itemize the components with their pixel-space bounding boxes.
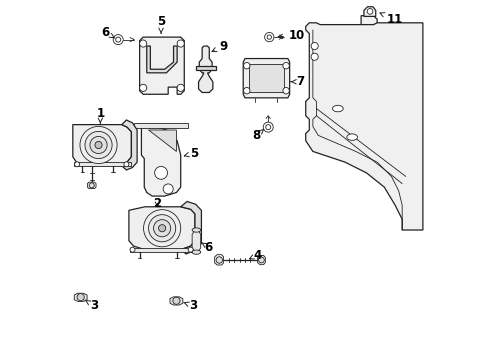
Polygon shape	[364, 7, 376, 17]
Polygon shape	[147, 46, 177, 73]
Circle shape	[244, 63, 250, 69]
Circle shape	[89, 183, 94, 188]
Circle shape	[311, 42, 318, 50]
Polygon shape	[148, 130, 176, 152]
Circle shape	[177, 84, 184, 91]
Circle shape	[216, 257, 222, 263]
Circle shape	[148, 215, 176, 242]
Polygon shape	[248, 64, 284, 93]
Ellipse shape	[192, 250, 201, 254]
Text: 5: 5	[157, 14, 165, 33]
Circle shape	[265, 32, 274, 42]
Text: 7: 7	[291, 75, 304, 88]
Circle shape	[283, 87, 289, 94]
Text: 2: 2	[153, 197, 162, 210]
Circle shape	[159, 225, 166, 232]
Polygon shape	[88, 182, 96, 189]
Polygon shape	[196, 66, 216, 70]
Polygon shape	[192, 230, 201, 252]
Text: 9: 9	[212, 40, 228, 53]
Circle shape	[188, 247, 193, 252]
Text: 10: 10	[278, 29, 305, 42]
Polygon shape	[258, 255, 266, 265]
Polygon shape	[198, 46, 213, 93]
Ellipse shape	[192, 228, 201, 232]
Circle shape	[163, 184, 173, 194]
Circle shape	[140, 40, 147, 47]
Polygon shape	[243, 59, 290, 98]
Circle shape	[311, 53, 318, 60]
Circle shape	[283, 63, 289, 69]
Circle shape	[244, 87, 250, 94]
Circle shape	[116, 37, 121, 42]
Text: 8: 8	[253, 129, 264, 142]
Circle shape	[90, 136, 107, 154]
Circle shape	[89, 146, 95, 152]
Text: 6: 6	[101, 26, 115, 39]
Polygon shape	[130, 248, 193, 252]
Circle shape	[130, 247, 135, 252]
Polygon shape	[134, 123, 188, 128]
Circle shape	[263, 122, 273, 132]
Circle shape	[155, 166, 168, 179]
Polygon shape	[74, 293, 87, 301]
Circle shape	[144, 210, 181, 247]
Text: 4: 4	[88, 131, 96, 144]
Polygon shape	[73, 125, 131, 166]
Circle shape	[177, 40, 184, 47]
Circle shape	[153, 220, 171, 237]
Ellipse shape	[347, 134, 358, 140]
Circle shape	[113, 35, 123, 45]
Text: 5: 5	[184, 147, 198, 160]
Circle shape	[77, 294, 84, 301]
Circle shape	[85, 131, 112, 158]
Text: 6: 6	[202, 240, 213, 254]
Circle shape	[80, 126, 117, 163]
Circle shape	[259, 257, 264, 263]
Ellipse shape	[333, 105, 343, 112]
Text: 3: 3	[85, 299, 98, 312]
Polygon shape	[306, 23, 423, 230]
Polygon shape	[140, 37, 184, 94]
Text: 3: 3	[184, 299, 197, 312]
Polygon shape	[74, 162, 131, 166]
Circle shape	[124, 162, 129, 167]
Circle shape	[140, 84, 147, 91]
Polygon shape	[142, 125, 181, 196]
Circle shape	[267, 35, 271, 39]
Circle shape	[95, 141, 102, 149]
Polygon shape	[170, 297, 183, 305]
Polygon shape	[87, 144, 97, 153]
Circle shape	[367, 9, 373, 14]
Circle shape	[173, 297, 180, 304]
Text: 4: 4	[249, 248, 262, 261]
Circle shape	[266, 125, 270, 130]
Circle shape	[74, 162, 79, 167]
Polygon shape	[122, 120, 137, 170]
Polygon shape	[215, 255, 223, 265]
Polygon shape	[361, 16, 377, 30]
Polygon shape	[129, 207, 195, 249]
Text: 1: 1	[96, 107, 104, 123]
Polygon shape	[181, 202, 201, 254]
Text: 11: 11	[380, 13, 402, 26]
